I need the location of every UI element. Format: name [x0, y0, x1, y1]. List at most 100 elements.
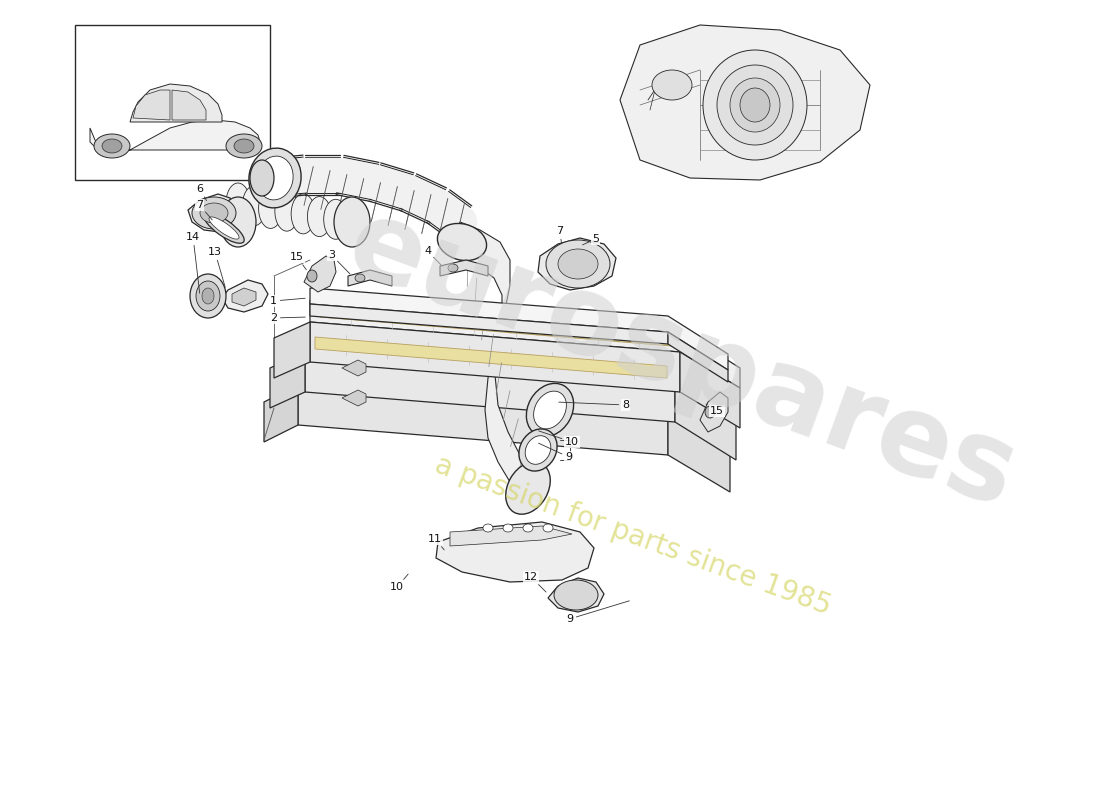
Polygon shape — [460, 222, 535, 500]
Text: 7: 7 — [556, 226, 563, 243]
Text: 6: 6 — [196, 184, 207, 201]
Text: 14: 14 — [186, 232, 200, 294]
Ellipse shape — [483, 524, 493, 532]
Ellipse shape — [102, 139, 122, 153]
Ellipse shape — [506, 462, 550, 514]
Ellipse shape — [740, 88, 770, 122]
Text: eurospares: eurospares — [333, 190, 1031, 530]
Ellipse shape — [275, 191, 299, 231]
Polygon shape — [538, 238, 616, 290]
Text: 7: 7 — [196, 200, 212, 220]
Text: 10: 10 — [390, 574, 408, 592]
Polygon shape — [315, 337, 667, 378]
Polygon shape — [133, 90, 170, 120]
Polygon shape — [548, 578, 604, 612]
Ellipse shape — [438, 223, 486, 261]
Ellipse shape — [355, 274, 365, 282]
Ellipse shape — [546, 240, 611, 288]
Ellipse shape — [503, 524, 513, 532]
Polygon shape — [620, 25, 870, 180]
Polygon shape — [440, 260, 488, 276]
Polygon shape — [172, 90, 206, 120]
Text: 5: 5 — [583, 234, 600, 245]
Ellipse shape — [209, 217, 239, 239]
Ellipse shape — [200, 203, 228, 223]
Polygon shape — [232, 288, 256, 306]
Ellipse shape — [307, 270, 317, 282]
Text: 3: 3 — [328, 250, 350, 274]
Text: 8: 8 — [559, 400, 629, 410]
Polygon shape — [298, 385, 668, 455]
Text: 15: 15 — [290, 252, 307, 270]
Ellipse shape — [543, 524, 553, 532]
Ellipse shape — [554, 580, 598, 610]
Text: 2: 2 — [270, 313, 305, 323]
Ellipse shape — [652, 70, 692, 100]
Ellipse shape — [730, 78, 780, 132]
Polygon shape — [298, 365, 730, 452]
Text: 12: 12 — [524, 572, 546, 592]
Ellipse shape — [220, 197, 256, 247]
Ellipse shape — [226, 183, 250, 223]
Polygon shape — [320, 305, 672, 346]
Polygon shape — [270, 352, 305, 408]
Text: 10: 10 — [539, 431, 579, 447]
Ellipse shape — [717, 65, 793, 145]
Ellipse shape — [334, 197, 370, 247]
Polygon shape — [90, 120, 260, 152]
Text: 9: 9 — [539, 443, 572, 462]
Ellipse shape — [257, 156, 293, 200]
Ellipse shape — [242, 186, 266, 226]
Polygon shape — [305, 332, 736, 420]
Polygon shape — [342, 360, 366, 376]
Ellipse shape — [448, 264, 458, 272]
Ellipse shape — [522, 524, 534, 532]
Polygon shape — [310, 304, 668, 344]
Ellipse shape — [202, 288, 215, 304]
Polygon shape — [680, 352, 740, 428]
Ellipse shape — [340, 202, 364, 242]
Ellipse shape — [705, 406, 715, 418]
Ellipse shape — [192, 197, 236, 229]
Ellipse shape — [323, 199, 348, 239]
Ellipse shape — [249, 148, 301, 208]
Polygon shape — [305, 352, 675, 422]
Ellipse shape — [703, 50, 807, 160]
Polygon shape — [310, 322, 680, 392]
Ellipse shape — [307, 197, 331, 237]
Polygon shape — [188, 194, 238, 232]
Polygon shape — [668, 415, 730, 492]
Polygon shape — [304, 256, 336, 292]
Ellipse shape — [234, 139, 254, 153]
Text: 15: 15 — [706, 404, 724, 416]
Ellipse shape — [534, 391, 566, 429]
Ellipse shape — [525, 436, 551, 464]
Polygon shape — [310, 288, 728, 370]
Ellipse shape — [226, 134, 262, 158]
Polygon shape — [450, 526, 572, 546]
Polygon shape — [342, 390, 366, 406]
Polygon shape — [264, 385, 298, 442]
Ellipse shape — [94, 134, 130, 158]
Polygon shape — [130, 84, 222, 122]
Ellipse shape — [558, 249, 598, 279]
Polygon shape — [675, 382, 736, 460]
Polygon shape — [700, 392, 728, 432]
Text: 13: 13 — [208, 247, 226, 287]
Ellipse shape — [258, 189, 283, 229]
FancyBboxPatch shape — [75, 25, 270, 180]
Ellipse shape — [527, 383, 573, 437]
Text: a passion for parts since 1985: a passion for parts since 1985 — [430, 451, 835, 621]
Ellipse shape — [292, 194, 315, 234]
Text: 1: 1 — [270, 296, 305, 306]
Text: 9: 9 — [566, 601, 629, 624]
Polygon shape — [348, 270, 392, 286]
Text: 11: 11 — [428, 534, 444, 550]
Ellipse shape — [196, 281, 220, 311]
Ellipse shape — [190, 274, 226, 318]
Text: 4: 4 — [424, 246, 442, 266]
Ellipse shape — [250, 160, 274, 196]
Ellipse shape — [204, 213, 244, 243]
Ellipse shape — [519, 429, 557, 471]
Polygon shape — [310, 300, 740, 388]
